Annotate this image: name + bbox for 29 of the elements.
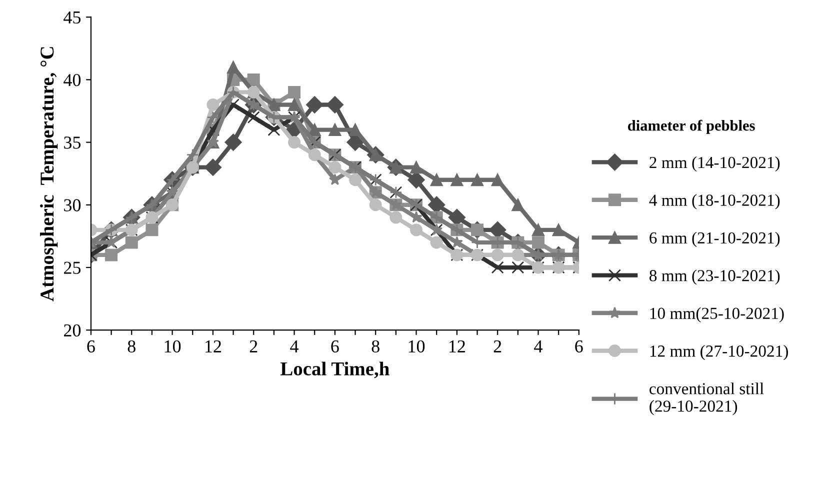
y-tick-label: 25 xyxy=(64,262,81,274)
x-tick-label: 12 xyxy=(449,340,465,352)
x-tick-label: 8 xyxy=(128,340,136,353)
y-axis-title: Atmospheric Temperature, °C xyxy=(40,47,58,302)
x-tick-label: 10 xyxy=(408,340,425,353)
x-tick-label: 2 xyxy=(494,340,502,352)
y-tick-label: 20 xyxy=(64,324,81,337)
legend-label: 4 mm (18-10-2021) xyxy=(649,194,780,210)
x-tick-label: 4 xyxy=(290,340,299,352)
y-tick-label: 45 xyxy=(64,11,81,24)
legend-label: 8 mm (23-10-2021) xyxy=(650,270,780,285)
x-tick-label: 10 xyxy=(164,340,181,353)
x-tick-label: 6 xyxy=(87,340,95,353)
y-tick-label: 40 xyxy=(64,74,81,86)
legend-label: conventional still (29-10-2021) xyxy=(650,382,764,416)
legend-label: 2 mm (14-10-2021) xyxy=(650,156,780,172)
x-tick-label: 6 xyxy=(575,340,583,353)
legend-title: diameter of pebbles xyxy=(628,120,755,134)
x-axis-title: Local Time,h xyxy=(280,362,390,378)
legend-label: 10 mm(25-10-2021) xyxy=(650,307,784,322)
x-tick-label: 4 xyxy=(534,340,542,352)
legend-label: 6 mm (21-10-2021) xyxy=(650,232,780,247)
y-tick-label: 30 xyxy=(64,199,81,212)
x-tick-label: 8 xyxy=(372,340,380,353)
y-tick-label: 35 xyxy=(64,136,81,149)
x-tick-label: 6 xyxy=(331,340,339,353)
legend-label: 12 mm (27-10-2021) xyxy=(650,345,788,360)
x-tick-label: 12 xyxy=(206,340,221,352)
x-tick-label: 2 xyxy=(250,340,258,352)
